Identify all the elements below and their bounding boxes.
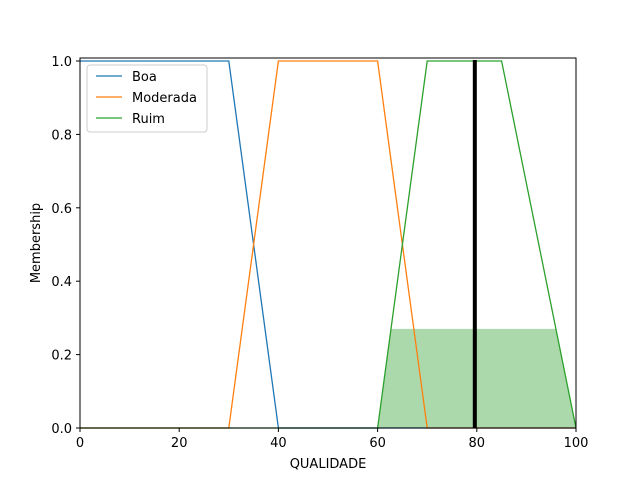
y-tick-label: 0.8 <box>51 128 72 143</box>
x-tick-label: 60 <box>369 436 386 451</box>
legend-label-ruim: Ruim <box>132 112 165 127</box>
x-tick-label: 20 <box>171 436 188 451</box>
x-tick-label: 100 <box>564 436 589 451</box>
x-tick-label: 0 <box>76 436 84 451</box>
legend: Boa Moderada Ruim <box>86 64 208 133</box>
legend-label-boa: Boa <box>132 70 157 85</box>
legend-label-moderada: Moderada <box>132 91 197 106</box>
x-tick-label: 80 <box>469 436 486 451</box>
y-tick-label: 1.0 <box>51 55 72 70</box>
y-tick-label: 0.4 <box>51 275 72 290</box>
y-axis-label: Membership <box>29 203 44 283</box>
x-tick-label: 40 <box>270 436 287 451</box>
legend-box <box>86 64 208 133</box>
plot-frame <box>79 57 577 429</box>
y-tick-label: 0.6 <box>51 202 72 217</box>
y-tick-label: 0.2 <box>51 349 72 364</box>
x-axis-label: QUALIDADE <box>290 457 367 472</box>
y-tick-label: 0.0 <box>51 422 72 437</box>
ticks-layer: 0 20 40 60 80 100 0.0 0.2 0.4 0.6 0.8 1.0 <box>51 55 588 451</box>
